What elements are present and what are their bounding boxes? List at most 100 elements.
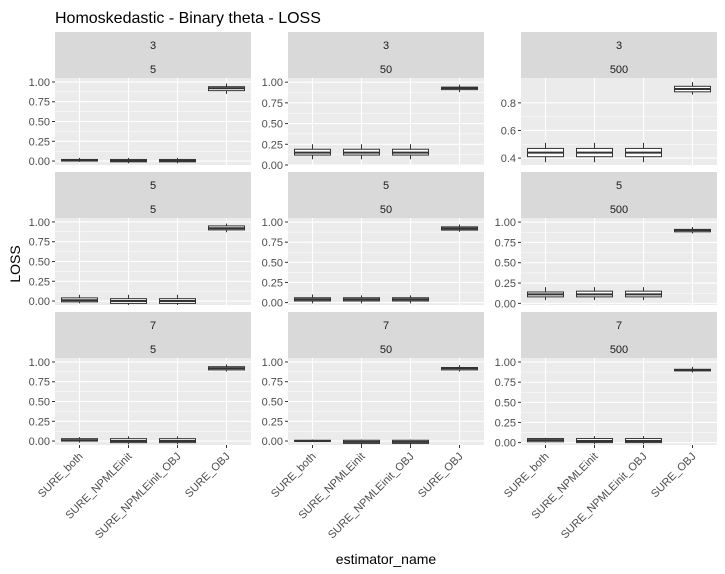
facet-strip — [288, 312, 484, 358]
y-tick-label: 0.25 — [262, 139, 283, 151]
y-tick-label: 0.50 — [29, 117, 50, 129]
facet-panel: 5 5 0.00 0.25 0.50 0.75 1.00 — [29, 172, 251, 308]
y-tick-label: 0.75 — [29, 377, 50, 389]
x-tick-label: SURE_NPMLEinit_OBJ — [559, 451, 650, 542]
y-tick-label: 0.00 — [495, 298, 516, 310]
facet-strip — [521, 32, 717, 78]
y-tick-label: 0.75 — [262, 98, 283, 110]
facet-label-bottom: 500 — [610, 344, 628, 356]
box-sure-both — [527, 437, 564, 443]
y-tick-label: 1.00 — [495, 357, 516, 369]
facet-strip — [288, 172, 484, 218]
y-tick-label: 0.00 — [262, 436, 283, 448]
y-tick-label: 1.00 — [29, 217, 50, 229]
box-sure-obj — [208, 223, 245, 233]
y-tick-label: 0.00 — [29, 296, 50, 308]
facet-label-top: 7 — [616, 320, 622, 332]
facet-label-top: 5 — [150, 180, 156, 192]
y-tick-label: 0.4 — [501, 153, 516, 165]
facet-panel: 3 5 0.00 0.25 0.50 0.75 1.00 — [29, 32, 251, 168]
x-tick-label: SURE_NPMLEinit_OBJ — [326, 451, 417, 542]
box-sure-obj — [208, 83, 245, 94]
facet-label-top: 3 — [150, 40, 156, 52]
x-tick-label: SURE_OBJ — [416, 451, 466, 501]
facet-label-top: 7 — [150, 320, 156, 332]
y-tick-label: 1.00 — [262, 357, 283, 369]
facet-label-bottom: 5 — [150, 344, 156, 356]
box-sure-obj — [441, 224, 478, 232]
box-sure-obj — [674, 366, 711, 373]
facet-label-top: 5 — [616, 180, 622, 192]
y-tick-label: 0.25 — [29, 136, 50, 148]
y-tick-label: 0.75 — [262, 237, 283, 249]
y-tick-label: 1.00 — [29, 77, 50, 89]
y-tick-label: 1.00 — [29, 357, 50, 369]
facet-strip — [521, 172, 717, 218]
box-sure-npmleinit-obj — [392, 439, 429, 445]
box-sure-both — [61, 437, 98, 443]
box-sure-npmleinit — [110, 294, 147, 305]
box-sure-obj — [441, 365, 478, 372]
box-sure-npmleinit-obj — [625, 436, 662, 445]
box-sure-both — [294, 144, 331, 160]
y-tick-label: 0.00 — [29, 156, 50, 168]
box-sure-obj — [674, 82, 711, 95]
box-sure-both — [527, 142, 564, 163]
box-sure-npmleinit — [576, 142, 613, 163]
chart-title: Homoskedastic - Binary theta - LOSS — [55, 10, 321, 27]
y-tick-label: 0.25 — [262, 277, 283, 289]
x-tick-label: SURE_both — [269, 451, 319, 501]
plot-background — [521, 358, 717, 445]
box-sure-npmleinit — [576, 436, 613, 445]
facet-label-bottom: 50 — [380, 204, 392, 216]
y-tick-label: 1.00 — [495, 217, 516, 229]
plot-background — [521, 218, 717, 305]
x-tick-label: SURE_both — [502, 451, 552, 501]
x-tick-label: SURE_OBJ — [183, 451, 233, 501]
box-sure-npmleinit — [110, 157, 147, 164]
y-tick-label: 0.00 — [262, 160, 283, 172]
y-tick-label: 0.8 — [501, 98, 516, 110]
box-sure-npmleinit-obj — [625, 142, 662, 163]
facet-panel: 3 500 0.4 0.6 0.8 — [501, 32, 717, 165]
facet-panel: 7 500 0.00 0.25 0.50 0.75 1.00 SURE_bothSURE_NP… — [495, 312, 717, 541]
x-axis-title: estimator_name — [336, 551, 437, 567]
y-tick-label: 0.50 — [29, 397, 50, 409]
facet-panel: 7 5 0.00 0.25 0.50 0.75 1.00 SURE_bothSURE_NPML… — [29, 312, 251, 541]
box-sure-npmleinit — [343, 439, 380, 445]
box-sure-npmleinit — [343, 144, 380, 160]
x-tick-label: SURE_NPMLEinit_OBJ — [93, 451, 184, 542]
box-sure-both — [61, 294, 98, 304]
y-tick-label: 0.50 — [29, 257, 50, 269]
y-tick-label: 0.6 — [501, 125, 516, 137]
facet-panel: 3 50 0.00 0.25 0.50 0.75 1.00 — [262, 32, 484, 172]
y-tick-label: 1.00 — [262, 217, 283, 229]
facet-label-bottom: 5 — [150, 204, 156, 216]
facet-strip — [55, 32, 251, 78]
facet-panels: 3 5 0.00 0.25 0.50 0.75 1.00 3 50 0.00 0.25 0.50 0.7… — [29, 32, 717, 541]
box-sure-obj — [441, 84, 478, 93]
facet-label-bottom: 500 — [610, 204, 628, 216]
box-sure-both — [61, 157, 98, 162]
facet-label-bottom: 50 — [380, 64, 392, 76]
y-tick-label: 0.25 — [29, 416, 50, 428]
facet-strip — [55, 312, 251, 358]
x-tick-label: SURE_both — [36, 451, 86, 501]
y-tick-label: 0.25 — [495, 278, 516, 290]
box-sure-npmleinit — [576, 287, 613, 301]
plot-background — [288, 218, 484, 305]
facet-label-top: 5 — [383, 180, 389, 192]
y-tick-label: 0.00 — [495, 438, 516, 450]
facet-strip — [288, 32, 484, 78]
x-tick-label: SURE_OBJ — [649, 451, 699, 501]
box-sure-npmleinit-obj — [159, 294, 196, 305]
box-sure-npmleinit — [343, 295, 380, 304]
facet-label-top: 3 — [383, 40, 389, 52]
box-sure-npmleinit-obj — [392, 144, 429, 160]
y-tick-label: 0.75 — [262, 377, 283, 389]
y-tick-label: 0.50 — [262, 397, 283, 409]
box-sure-obj — [208, 364, 245, 372]
y-tick-label: 0.00 — [262, 298, 283, 310]
y-tick-label: 0.50 — [495, 397, 516, 409]
facet-strip — [55, 172, 251, 218]
